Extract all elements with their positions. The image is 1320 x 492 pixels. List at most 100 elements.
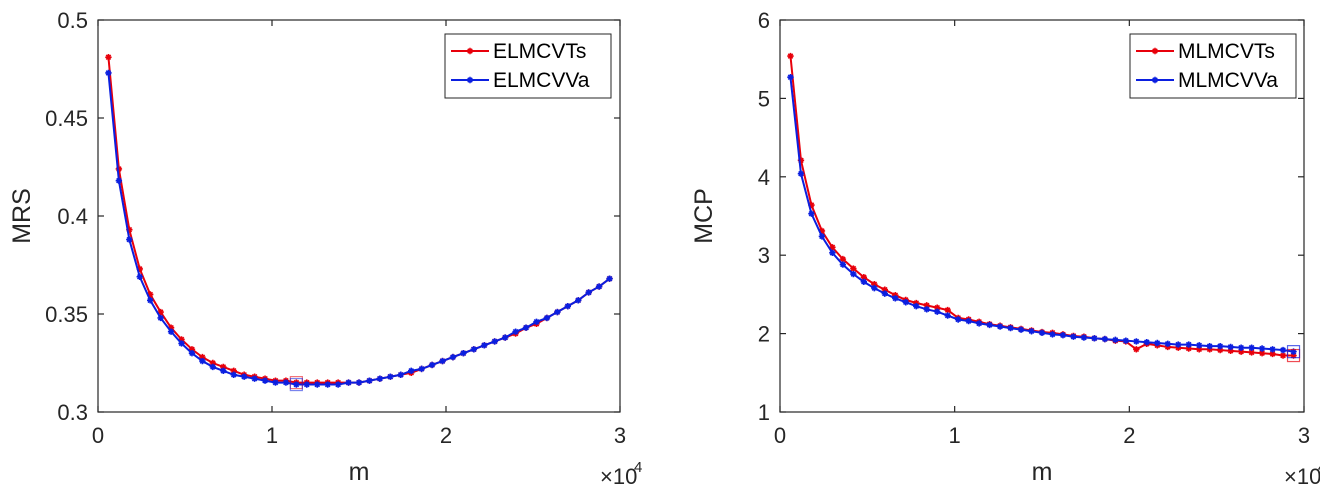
chart0-legend-marker-1	[466, 76, 474, 84]
chart0-series-0-point	[136, 265, 143, 273]
chart0-series-1-point	[428, 361, 436, 369]
chart0-series-1-point	[345, 379, 352, 386]
chart1-legend-box	[1129, 33, 1297, 99]
chart1-series-1-point	[965, 317, 972, 325]
chart0-series-1-point	[167, 328, 175, 335]
chart0-series-1-point	[460, 350, 467, 357]
chart1-series-0-point	[871, 281, 878, 288]
chart1-series-1-point	[1112, 336, 1119, 344]
chart0-x-tick-label: 3	[614, 423, 626, 448]
chart1-series-0-point	[1290, 352, 1297, 359]
chart1-series-1-point	[934, 308, 941, 315]
chart1-series-1-point	[829, 249, 836, 257]
chart1-series-1-point	[1070, 333, 1077, 340]
chart1-series-1-point	[1122, 337, 1130, 344]
chart0-series-1-point	[512, 328, 519, 335]
chart0-series-1-point	[554, 308, 561, 316]
chart0-series-1-point	[282, 379, 290, 386]
chart1-series-1-point	[871, 284, 878, 292]
chart0-series-1-point	[178, 340, 185, 347]
chart1-series-0-point	[934, 304, 941, 311]
chart0-series-1-point	[209, 363, 217, 371]
chart0-series-1-point	[355, 379, 363, 386]
chart0-series-1-point	[501, 334, 509, 341]
chart0-legend-label-0: ELMCVTs	[493, 40, 586, 63]
chart0-series-1-point	[522, 324, 530, 331]
chart0-series-1-point	[293, 381, 300, 388]
chart0-x-tick-label: 2	[440, 423, 452, 448]
chart1-series-1-point	[1206, 342, 1213, 350]
chart0-series-1-point	[157, 314, 164, 322]
chart1-series-0-point	[787, 52, 794, 60]
chart1-series-1-point	[1196, 342, 1203, 349]
chart0-x-tick-label: 1	[266, 423, 278, 448]
chart1-series-0-point	[944, 306, 951, 314]
chart1-series-0-point	[1227, 347, 1234, 355]
chart0-series-1-point	[439, 357, 446, 365]
chart1-legend-marker-0	[1151, 47, 1159, 55]
chart0-y-tick-label: 0.5	[57, 8, 88, 33]
chart1-series-1-point	[1133, 338, 1140, 345]
chart1-series-1-point	[787, 74, 794, 81]
chart1-series-1-point	[850, 270, 857, 278]
chart1-series-0-point	[829, 244, 836, 251]
chart1-legend-marker-1	[1151, 76, 1159, 84]
chart0-series-1-point	[240, 373, 248, 380]
chart0-series-1-point	[408, 367, 415, 375]
chart1-series-1-point	[1258, 345, 1266, 352]
chart0-series-1-point	[366, 377, 373, 384]
chart1-y-tick-label: 5	[758, 86, 770, 111]
chart1-y-tick-label: 2	[758, 322, 770, 347]
chart0-series-1-point	[303, 381, 310, 388]
chart1-series-1-point	[1101, 335, 1109, 343]
chart0-series-1-point	[105, 69, 112, 77]
chart0-series-0-point	[105, 54, 112, 61]
chart1-series-1-point	[1237, 344, 1245, 351]
chart0-series-0-point	[188, 346, 196, 353]
chart1-series-0-point	[1269, 350, 1276, 358]
chart1-x-multiplier-exponent: 4	[1318, 459, 1320, 476]
chart1-series-1-point	[1017, 326, 1025, 333]
chart0-series-1-point	[449, 353, 457, 361]
chart1-series-0-point	[923, 302, 930, 309]
chart1-series-1-point	[954, 316, 962, 323]
chart1-series-1-point	[1028, 328, 1035, 335]
chart1-series-1-point	[975, 320, 983, 327]
chart0-series-1-point	[376, 375, 384, 382]
chart1-series-1-point	[1080, 334, 1088, 341]
chart1-series-0-point	[818, 227, 826, 235]
chart0-series-0-point	[220, 363, 227, 371]
chart1-series-0-point	[850, 265, 857, 272]
chart1-series-1-point	[913, 302, 920, 310]
chart1-x-tick-label: 1	[949, 423, 961, 448]
chart0-series-1-point	[115, 177, 123, 184]
chart1-series-1-point	[881, 290, 888, 297]
chart0-series-1-point	[470, 346, 478, 353]
chart0-y-tick-label: 0.35	[45, 302, 88, 327]
chart1-series-1-point	[1049, 331, 1056, 338]
chart1-series-1-point	[892, 295, 899, 302]
chart1-series-0-point	[839, 255, 847, 263]
chart0-series-0-point	[230, 367, 237, 375]
chart0-series-1-point	[491, 338, 498, 345]
chart1-series-0-point	[808, 201, 815, 209]
chart0-series-0-point	[178, 336, 185, 343]
chart0-series-1-point	[272, 379, 279, 386]
chart1-series-1-point	[1269, 346, 1276, 353]
chart1-series-0-point	[1258, 350, 1266, 357]
chart1-series-0-point	[1279, 352, 1287, 359]
chart1-series-1-point	[1227, 343, 1234, 351]
chart1-y-tick-label: 6	[758, 8, 770, 33]
chart0-series-1-point	[314, 381, 321, 388]
chart0-series-1-point	[595, 283, 603, 290]
chart0-legend-label-1: ELMCVVa	[493, 69, 590, 92]
chart1-x-axis-label: m	[1032, 458, 1053, 486]
chart0-series-0-point	[199, 353, 206, 361]
chart1-legend-label-1: MLMCVVa	[1178, 69, 1278, 92]
chart1-legend-label-0: MLMCVTs	[1178, 40, 1275, 63]
chart0-series-1-point	[230, 371, 237, 378]
chart1-series-1-point	[1007, 324, 1014, 332]
chart0-group: 0 1 2 3 0.3 0.35 0.4 0.45 0.5 m MRS ×104 ELMCVTs ELMC…	[8, 8, 642, 489]
chart1-series-0-point	[1133, 346, 1140, 353]
